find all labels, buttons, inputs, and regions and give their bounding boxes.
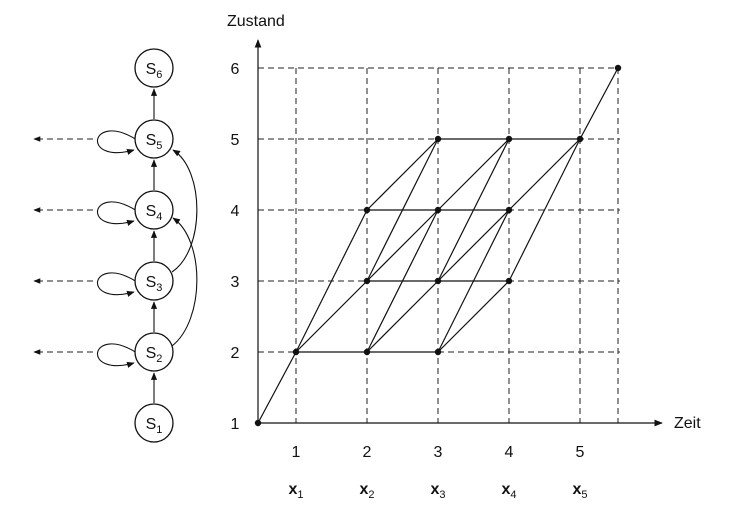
svg-text:S6: S6 — [146, 61, 163, 81]
y-tick-label: 6 — [231, 61, 240, 78]
trellis-node — [363, 206, 371, 214]
observation-label: x2 — [359, 481, 374, 501]
y-tick-label: 5 — [231, 132, 240, 149]
trellis: Zustand Zeit 1 2 3 4 5 6 1 2 3 4 5 x1 x2… — [227, 13, 701, 501]
state-machine: S6 S5 S4 S3 S2 S1 — [33, 48, 198, 443]
observation-label: x3 — [430, 481, 445, 501]
state-s6: S6 — [134, 48, 174, 88]
state-s3: S3 — [134, 261, 174, 301]
skip-transition-s2-s4 — [171, 217, 198, 347]
trellis-node — [434, 277, 442, 285]
state-s2: S2 — [134, 332, 174, 372]
observation-label: x4 — [501, 481, 516, 501]
trellis-node — [576, 135, 584, 143]
self-loop-s3 — [96, 272, 138, 297]
state-s1: S1 — [134, 403, 174, 443]
trellis-node — [505, 206, 513, 214]
x-tick-label: 1 — [292, 444, 301, 461]
trellis-node — [505, 135, 513, 143]
observation-label: x1 — [288, 481, 303, 501]
skip-transition-s3-s5 — [171, 149, 198, 273]
trellis-node — [434, 135, 442, 143]
svg-text:S1: S1 — [146, 416, 163, 436]
y-tick-label: 3 — [231, 274, 240, 291]
trellis-edges — [257, 67, 619, 424]
trellis-node — [434, 348, 442, 356]
svg-text:S4: S4 — [146, 203, 163, 223]
trellis-node — [363, 277, 371, 285]
observation-label: x5 — [572, 481, 587, 501]
self-loop-s2 — [96, 343, 138, 368]
svg-text:S5: S5 — [146, 132, 163, 152]
observation-labels: x1 x2 x3 x4 x5 — [288, 481, 587, 501]
state-s5: S5 — [134, 119, 174, 159]
x-tick-label: 2 — [363, 444, 372, 461]
y-tick-labels: 1 2 3 4 5 6 — [231, 61, 240, 433]
grid-vertical — [295, 68, 619, 423]
trellis-node — [434, 206, 442, 214]
trellis-node — [505, 277, 513, 285]
y-tick-label: 1 — [231, 416, 240, 433]
x-tick-labels: 1 2 3 4 5 — [292, 444, 585, 461]
self-loop-s4 — [96, 201, 138, 226]
trellis-nodes — [254, 64, 622, 427]
self-loop-s5 — [96, 130, 138, 155]
y-axis-title: Zustand — [227, 13, 285, 30]
y-tick-label: 2 — [231, 345, 240, 362]
x-tick-label: 4 — [505, 444, 514, 461]
x-tick-label: 5 — [576, 444, 585, 461]
trellis-node — [363, 348, 371, 356]
trellis-node — [292, 348, 300, 356]
trellis-node — [254, 419, 262, 427]
trellis-node — [614, 64, 622, 72]
y-tick-label: 4 — [231, 203, 240, 220]
x-tick-label: 3 — [434, 444, 443, 461]
svg-text:S2: S2 — [146, 345, 163, 365]
svg-text:S3: S3 — [146, 274, 163, 294]
x-axis-title: Zeit — [674, 415, 701, 432]
state-s4: S4 — [134, 190, 174, 230]
